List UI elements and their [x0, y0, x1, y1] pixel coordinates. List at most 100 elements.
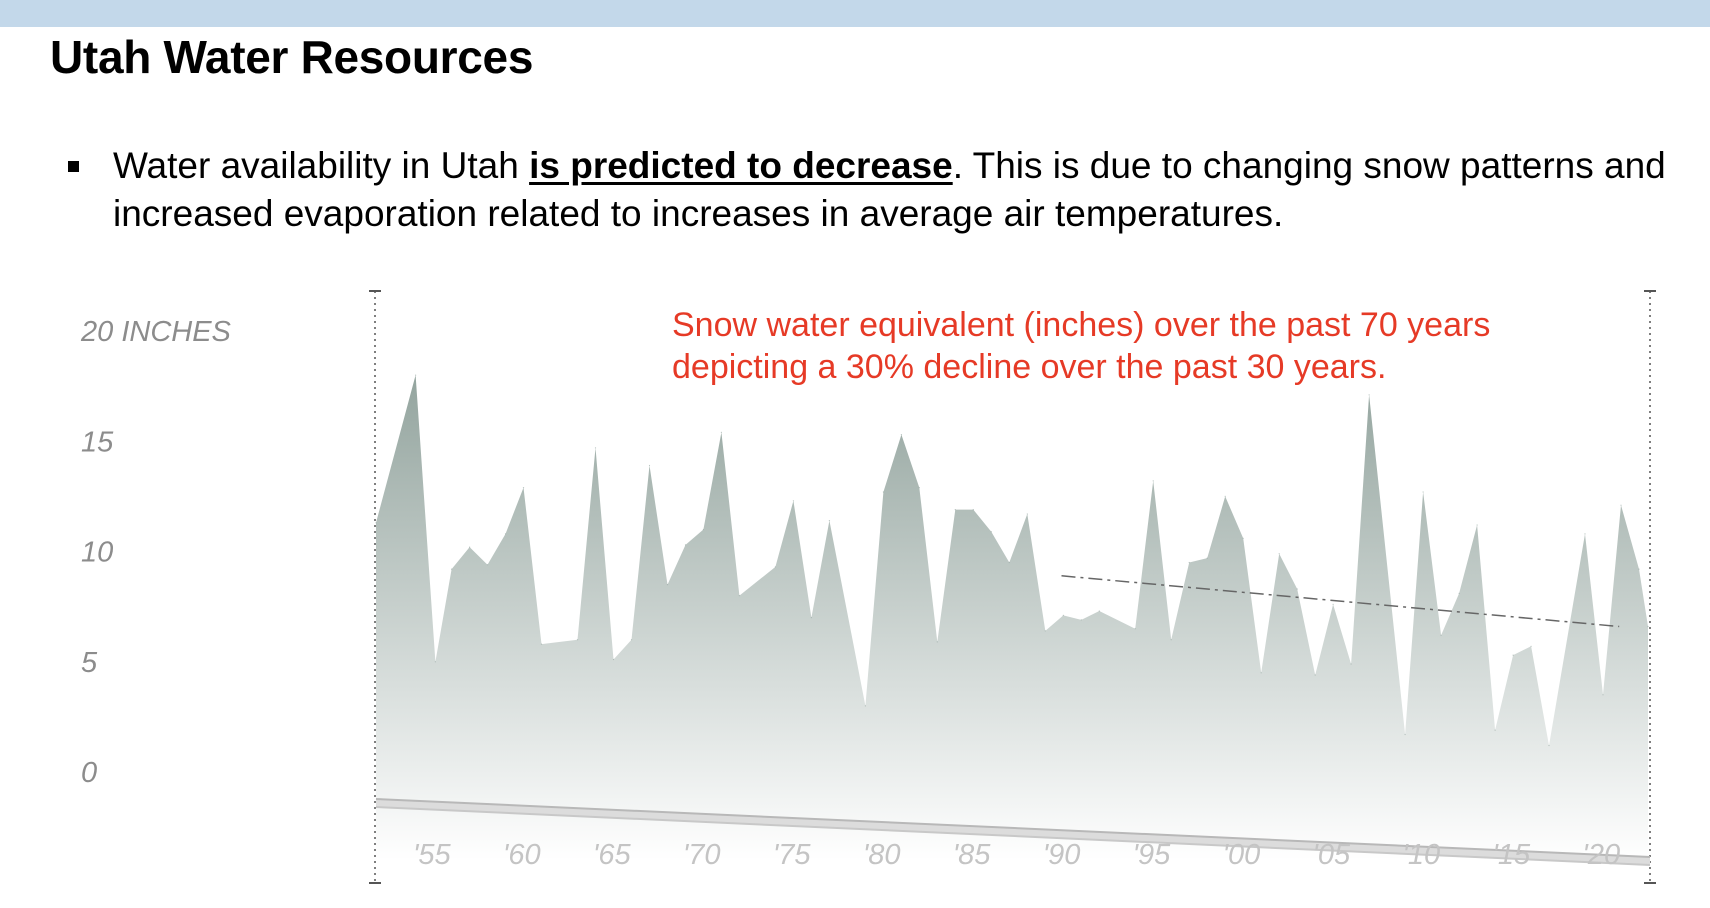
data-point: [612, 658, 615, 661]
x-tick-label: '55: [413, 839, 452, 871]
y-tick-label: 0: [81, 757, 97, 789]
bullet-text: Water availability in Utah is predicted …: [113, 142, 1680, 238]
data-point: [576, 639, 579, 641]
data-point: [1332, 603, 1334, 606]
baseline-edge-top: [375, 798, 1651, 858]
data-point: [1062, 614, 1064, 617]
data-point: [1134, 628, 1136, 630]
bullet-emphasis: is predicted to decrease: [529, 145, 953, 186]
x-tick-label: '80: [863, 839, 901, 871]
data-point: [1224, 495, 1226, 497]
data-point: [522, 487, 525, 489]
data-point: [434, 661, 436, 663]
data-point: [415, 374, 417, 376]
data-point: [1152, 480, 1154, 482]
data-point: [1647, 625, 1649, 628]
data-point: [936, 641, 938, 643]
baseline-band: [376, 799, 1650, 865]
bullet-text-lead: Water availability in Utah: [113, 145, 530, 186]
header-accent-bar: [0, 0, 1710, 27]
x-tick-label: '90: [1043, 839, 1081, 871]
bullet-marker: [68, 161, 79, 172]
data-point: [451, 568, 453, 570]
x-tick-label: '10: [1402, 839, 1440, 871]
data-point: [540, 643, 543, 645]
data-point: [1530, 645, 1532, 647]
slide-title: Utah Water Resources: [50, 31, 534, 83]
x-tick-label: '15: [1492, 839, 1531, 871]
data-point: [792, 500, 795, 502]
x-tick-label: '95: [1133, 839, 1172, 871]
data-point: [1242, 537, 1244, 539]
data-point: [594, 447, 597, 449]
chart-annotation-line: depicting a 30% decline over the past 30…: [672, 348, 1386, 386]
x-tick-label: '20: [1582, 839, 1620, 871]
data-point: [1494, 729, 1496, 731]
data-point: [648, 464, 651, 467]
x-tick-label: '65: [593, 839, 632, 871]
x-tick-label: '00: [1223, 839, 1261, 871]
data-point: [1206, 557, 1208, 559]
baseline-edge-bottom: [375, 806, 1651, 866]
data-point: [900, 434, 903, 436]
data-point: [882, 491, 885, 493]
data-point: [918, 487, 920, 489]
data-point: [1026, 513, 1028, 515]
x-tick-label: '60: [503, 839, 541, 871]
data-point: [1314, 674, 1316, 676]
data-point: [1170, 639, 1172, 641]
data-point: [1098, 610, 1100, 612]
trend-line: [1061, 575, 1620, 628]
chart-annotation-line: Snow water equivalent (inches) over the …: [672, 306, 1490, 344]
data-point: [1404, 733, 1406, 736]
data-point: [1584, 533, 1586, 535]
data-point: [828, 520, 831, 522]
data-point: [1638, 568, 1640, 570]
data-point: [504, 533, 507, 535]
data-point: [1044, 630, 1046, 632]
data-point: [684, 544, 687, 546]
data-point: [375, 522, 377, 524]
data-point: [1296, 588, 1298, 590]
data-point: [1260, 672, 1262, 674]
data-point: [702, 528, 705, 531]
data-point: [1188, 561, 1190, 564]
data-point: [1278, 553, 1280, 555]
bullet-point: Water availability in Utah is predicted …: [60, 142, 1680, 238]
data-point: [954, 509, 956, 511]
data-point: [1440, 634, 1442, 636]
y-tick-label: 20 INCHES: [80, 316, 232, 348]
data-point: [1080, 619, 1082, 621]
x-tick-label: '70: [683, 839, 721, 871]
data-point: [1422, 491, 1424, 493]
x-tick-label: '75: [773, 839, 812, 871]
data-point: [1476, 524, 1478, 526]
data-point: [1350, 663, 1352, 665]
x-tick-label: '85: [953, 839, 992, 871]
data-point: [972, 509, 974, 511]
data-point: [1602, 694, 1604, 696]
data-point: [774, 566, 777, 568]
y-tick-label: 10: [81, 537, 113, 569]
x-tick-label: '05: [1312, 839, 1351, 871]
y-tick-label: 5: [81, 647, 98, 679]
data-point: [1620, 504, 1622, 506]
snow-water-area: [376, 375, 1648, 860]
data-point: [486, 564, 489, 566]
data-point: [1368, 394, 1370, 396]
data-point: [469, 546, 471, 548]
bullet-text-tail: . This is due to changing snow patterns …: [113, 145, 1666, 234]
data-point: [666, 584, 669, 586]
data-point: [1548, 744, 1550, 747]
data-point: [720, 431, 723, 433]
data-point: [630, 639, 633, 641]
data-point: [990, 531, 992, 533]
data-point: [864, 705, 867, 707]
data-point: [1512, 654, 1514, 656]
data-point: [738, 595, 741, 597]
y-tick-label: 15: [81, 426, 114, 458]
data-point: [1008, 561, 1010, 564]
data-point: [810, 617, 813, 619]
data-point: [1458, 592, 1460, 595]
